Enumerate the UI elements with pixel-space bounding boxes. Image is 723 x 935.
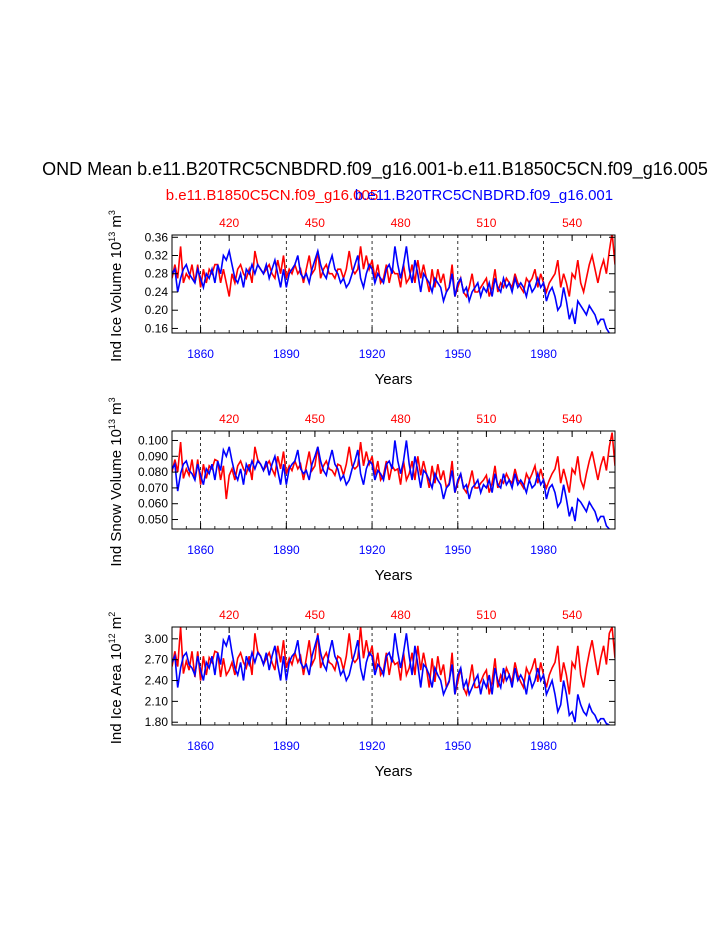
bottom-tick-label: 1890 [273,739,300,753]
chart-title: OND Mean b.e11.B20TRC5CNBDRD.f09_g16.001… [42,159,708,180]
bottom-tick-label: 1920 [359,543,386,557]
y-tick-label: 1.80 [145,715,169,729]
y-tick-label: 0.060 [138,497,168,511]
bottom-tick-label: 1950 [444,543,471,557]
top-tick-label: 450 [305,608,325,622]
bottom-tick-label: 1980 [530,347,557,361]
legend-red-label: b.e11.B1850C5CN.f09_g16.005 [166,187,378,204]
y-tick-label: 0.32 [145,249,169,263]
plot-frame [171,430,616,530]
series-line-blue [172,440,610,529]
bottom-tick-label: 1860 [187,739,214,753]
top-tick-label: 480 [391,412,411,426]
series-line-blue [172,633,610,725]
top-tick-label: 420 [219,608,239,622]
bottom-tick-label: 1950 [444,347,471,361]
legend-blue-label: b.e11.B20TRC5CNBDRD.f09_g16.001 [355,187,613,204]
top-tick-label: 450 [305,216,325,230]
y-tick-label: 0.24 [145,285,169,299]
plot-frame [171,626,616,726]
bottom-tick-label: 1860 [187,347,214,361]
y-tick-label: 2.40 [145,674,169,688]
top-tick-label: 540 [562,608,582,622]
top-tick-label: 420 [219,412,239,426]
series-line-red [172,627,615,698]
bottom-tick-label: 1890 [273,347,300,361]
y-tick-label: 0.100 [138,433,168,447]
bottom-tick-label: 1920 [359,347,386,361]
x-axis-label: Years [375,763,413,780]
series-line-red [172,235,615,299]
top-tick-label: 420 [219,216,239,230]
chart-panel-1: 1860 1890 1920 1950 1980 420 450 480 510 540 0.16 0… [107,210,616,388]
bottom-tick-label: 1920 [359,739,386,753]
y-tick-label: 0.20 [145,303,169,317]
y-tick-label: 0.28 [145,267,169,281]
y-axis-label: Ind Snow Volume 1013 m3 [107,397,125,566]
y-tick-label: 0.16 [145,321,169,335]
y-tick-label: 0.090 [138,449,168,463]
y-axis-label: Ind Ice Area 1012 m2 [107,612,125,745]
top-tick-label: 450 [305,412,325,426]
bottom-tick-label: 1980 [530,543,557,557]
bottom-tick-label: 1950 [444,739,471,753]
bottom-tick-label: 1980 [530,739,557,753]
top-tick-label: 480 [391,608,411,622]
chart-panels: 1860 1890 1920 1950 1980 420 450 480 510 540 0.16 0… [107,210,616,780]
y-tick-label: 2.70 [145,653,169,667]
top-tick-label: 540 [562,412,582,426]
chart-panel-2: 1860 1890 1920 1950 1980 420 450 480 510 540 0.050… [107,397,616,584]
top-tick-label: 510 [476,608,496,622]
y-tick-label: 0.070 [138,481,168,495]
y-tick-label: 3.00 [145,632,169,646]
y-tick-label: 2.10 [145,694,169,708]
bottom-tick-label: 1890 [273,543,300,557]
x-axis-label: Years [375,567,413,584]
bottom-tick-label: 1860 [187,543,214,557]
y-axis-label: Ind Ice Volume 1013 m3 [107,210,125,362]
top-tick-label: 510 [476,412,496,426]
plot-frame [171,234,616,334]
top-tick-label: 510 [476,216,496,230]
y-tick-label: 0.050 [138,513,168,527]
y-tick-label: 0.36 [145,230,169,244]
y-tick-label: 0.080 [138,465,168,479]
top-tick-label: 480 [391,216,411,230]
x-axis-label: Years [375,371,413,388]
chart-panel-3: 1860 1890 1920 1950 1980 420 450 480 510 540 1.80 2… [107,608,616,780]
series-line-blue [172,246,610,333]
top-tick-label: 540 [562,216,582,230]
